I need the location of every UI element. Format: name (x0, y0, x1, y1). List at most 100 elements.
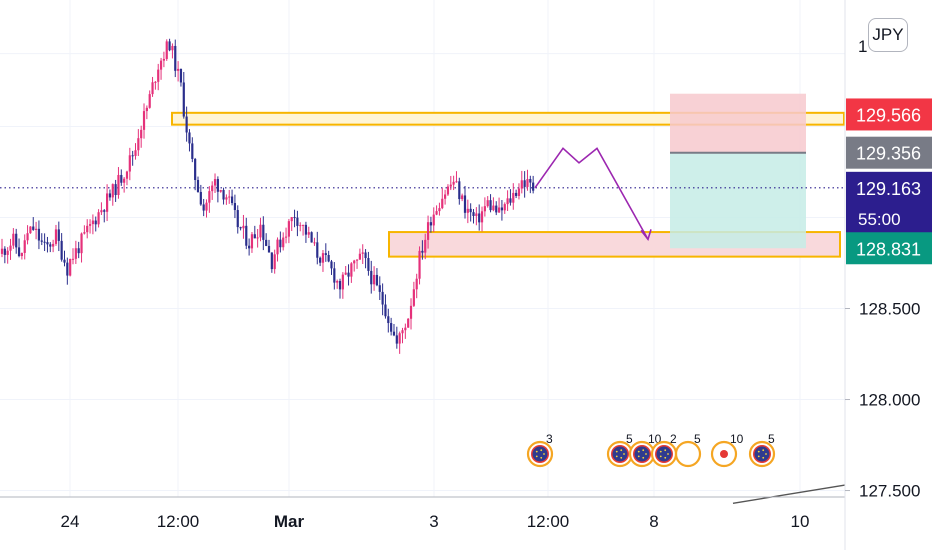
event-ring (674, 440, 702, 468)
candle-body (233, 203, 237, 211)
candle-body (159, 60, 163, 70)
event-jp-dot (720, 450, 728, 458)
candle-body (23, 240, 26, 253)
candle-body (429, 222, 433, 226)
candle-body (259, 224, 262, 238)
candle-body (452, 181, 455, 185)
candle-body (401, 330, 404, 334)
candle-body (355, 259, 359, 261)
candle-body (100, 210, 103, 213)
candle-body (142, 111, 146, 130)
event-star (620, 456, 623, 459)
forecast-arrowhead (640, 229, 652, 242)
candle-body (418, 250, 421, 279)
candlestick-series (0, 38, 535, 354)
event-star (642, 456, 645, 459)
candle-body (37, 228, 41, 241)
candle-body (168, 41, 171, 51)
trend-line (732, 484, 846, 504)
candle-body (509, 198, 512, 203)
candle-body (46, 242, 49, 245)
candle-body (461, 195, 464, 200)
candle-body (120, 174, 123, 183)
candle-body (327, 254, 330, 262)
candle-body (125, 171, 129, 179)
candle-body (486, 200, 489, 207)
candle-body (293, 217, 296, 219)
forecast-path (534, 147, 649, 240)
candle-body (421, 250, 424, 253)
candle-body (409, 305, 413, 319)
candle-body (273, 254, 276, 270)
candle-body (407, 318, 410, 328)
candle-body (290, 217, 293, 222)
event-flag-blue (634, 446, 650, 462)
candle-body (228, 196, 231, 198)
candle-body (381, 291, 384, 305)
candle-body (60, 240, 63, 260)
candle-body (134, 150, 137, 156)
candle-body (43, 241, 46, 243)
candle-body (472, 212, 475, 216)
candle-body (287, 221, 290, 237)
event-star (664, 456, 667, 459)
candle-body (196, 179, 200, 192)
candle-body (390, 323, 393, 332)
event-count: 10 (730, 432, 744, 446)
candle-body (319, 257, 322, 263)
candle-body (478, 213, 481, 223)
candle-body (444, 194, 447, 199)
candle-body (364, 252, 367, 259)
candle-body (520, 180, 523, 189)
candle-body (296, 217, 299, 226)
candle-body (145, 107, 148, 112)
event-star (762, 449, 765, 452)
candle-body (515, 192, 518, 196)
candle-body (34, 228, 38, 230)
candle-body (245, 225, 248, 246)
price-scale-bg (845, 0, 932, 550)
candle-body (71, 258, 75, 260)
candle-body (137, 138, 140, 151)
candle-body (378, 285, 381, 292)
candle-body (148, 94, 151, 108)
candle-body (304, 224, 308, 235)
candle-body (492, 205, 495, 211)
event-flag-blue (532, 446, 548, 462)
candle-body (404, 327, 407, 331)
candle-body (284, 236, 288, 238)
currency-label[interactable]: JPY (868, 18, 908, 52)
candle-body (77, 248, 80, 254)
event-flag-blue (754, 446, 770, 462)
candle-body (256, 237, 259, 239)
candle-body (15, 233, 18, 248)
candle-body (165, 41, 168, 59)
candle-body (69, 258, 72, 276)
candle-body (458, 181, 461, 200)
candle-body (66, 262, 69, 276)
event-star (659, 455, 662, 458)
countdown-text: 55:00 (858, 210, 901, 229)
x-tick-label: 8 (649, 512, 658, 531)
candle-body (384, 304, 387, 317)
stop-loss-area (670, 93, 806, 153)
candle-body (80, 233, 83, 254)
candle-body (162, 58, 166, 61)
candle-body (353, 260, 356, 264)
price-label-stop-text: 129.566 (856, 105, 921, 125)
candle-body (463, 195, 467, 213)
candle-body (157, 69, 160, 82)
candle-body (426, 222, 430, 240)
candle-body (9, 245, 12, 251)
x-tick-label: 12:00 (157, 512, 200, 531)
candle-body (12, 233, 15, 246)
candle-body (350, 263, 353, 277)
candle-body (230, 196, 234, 204)
event-count: 5 (768, 432, 775, 446)
event-count: 5 (626, 432, 633, 446)
event-star (664, 449, 667, 452)
candle-body (236, 210, 239, 228)
candle-body (194, 158, 197, 180)
